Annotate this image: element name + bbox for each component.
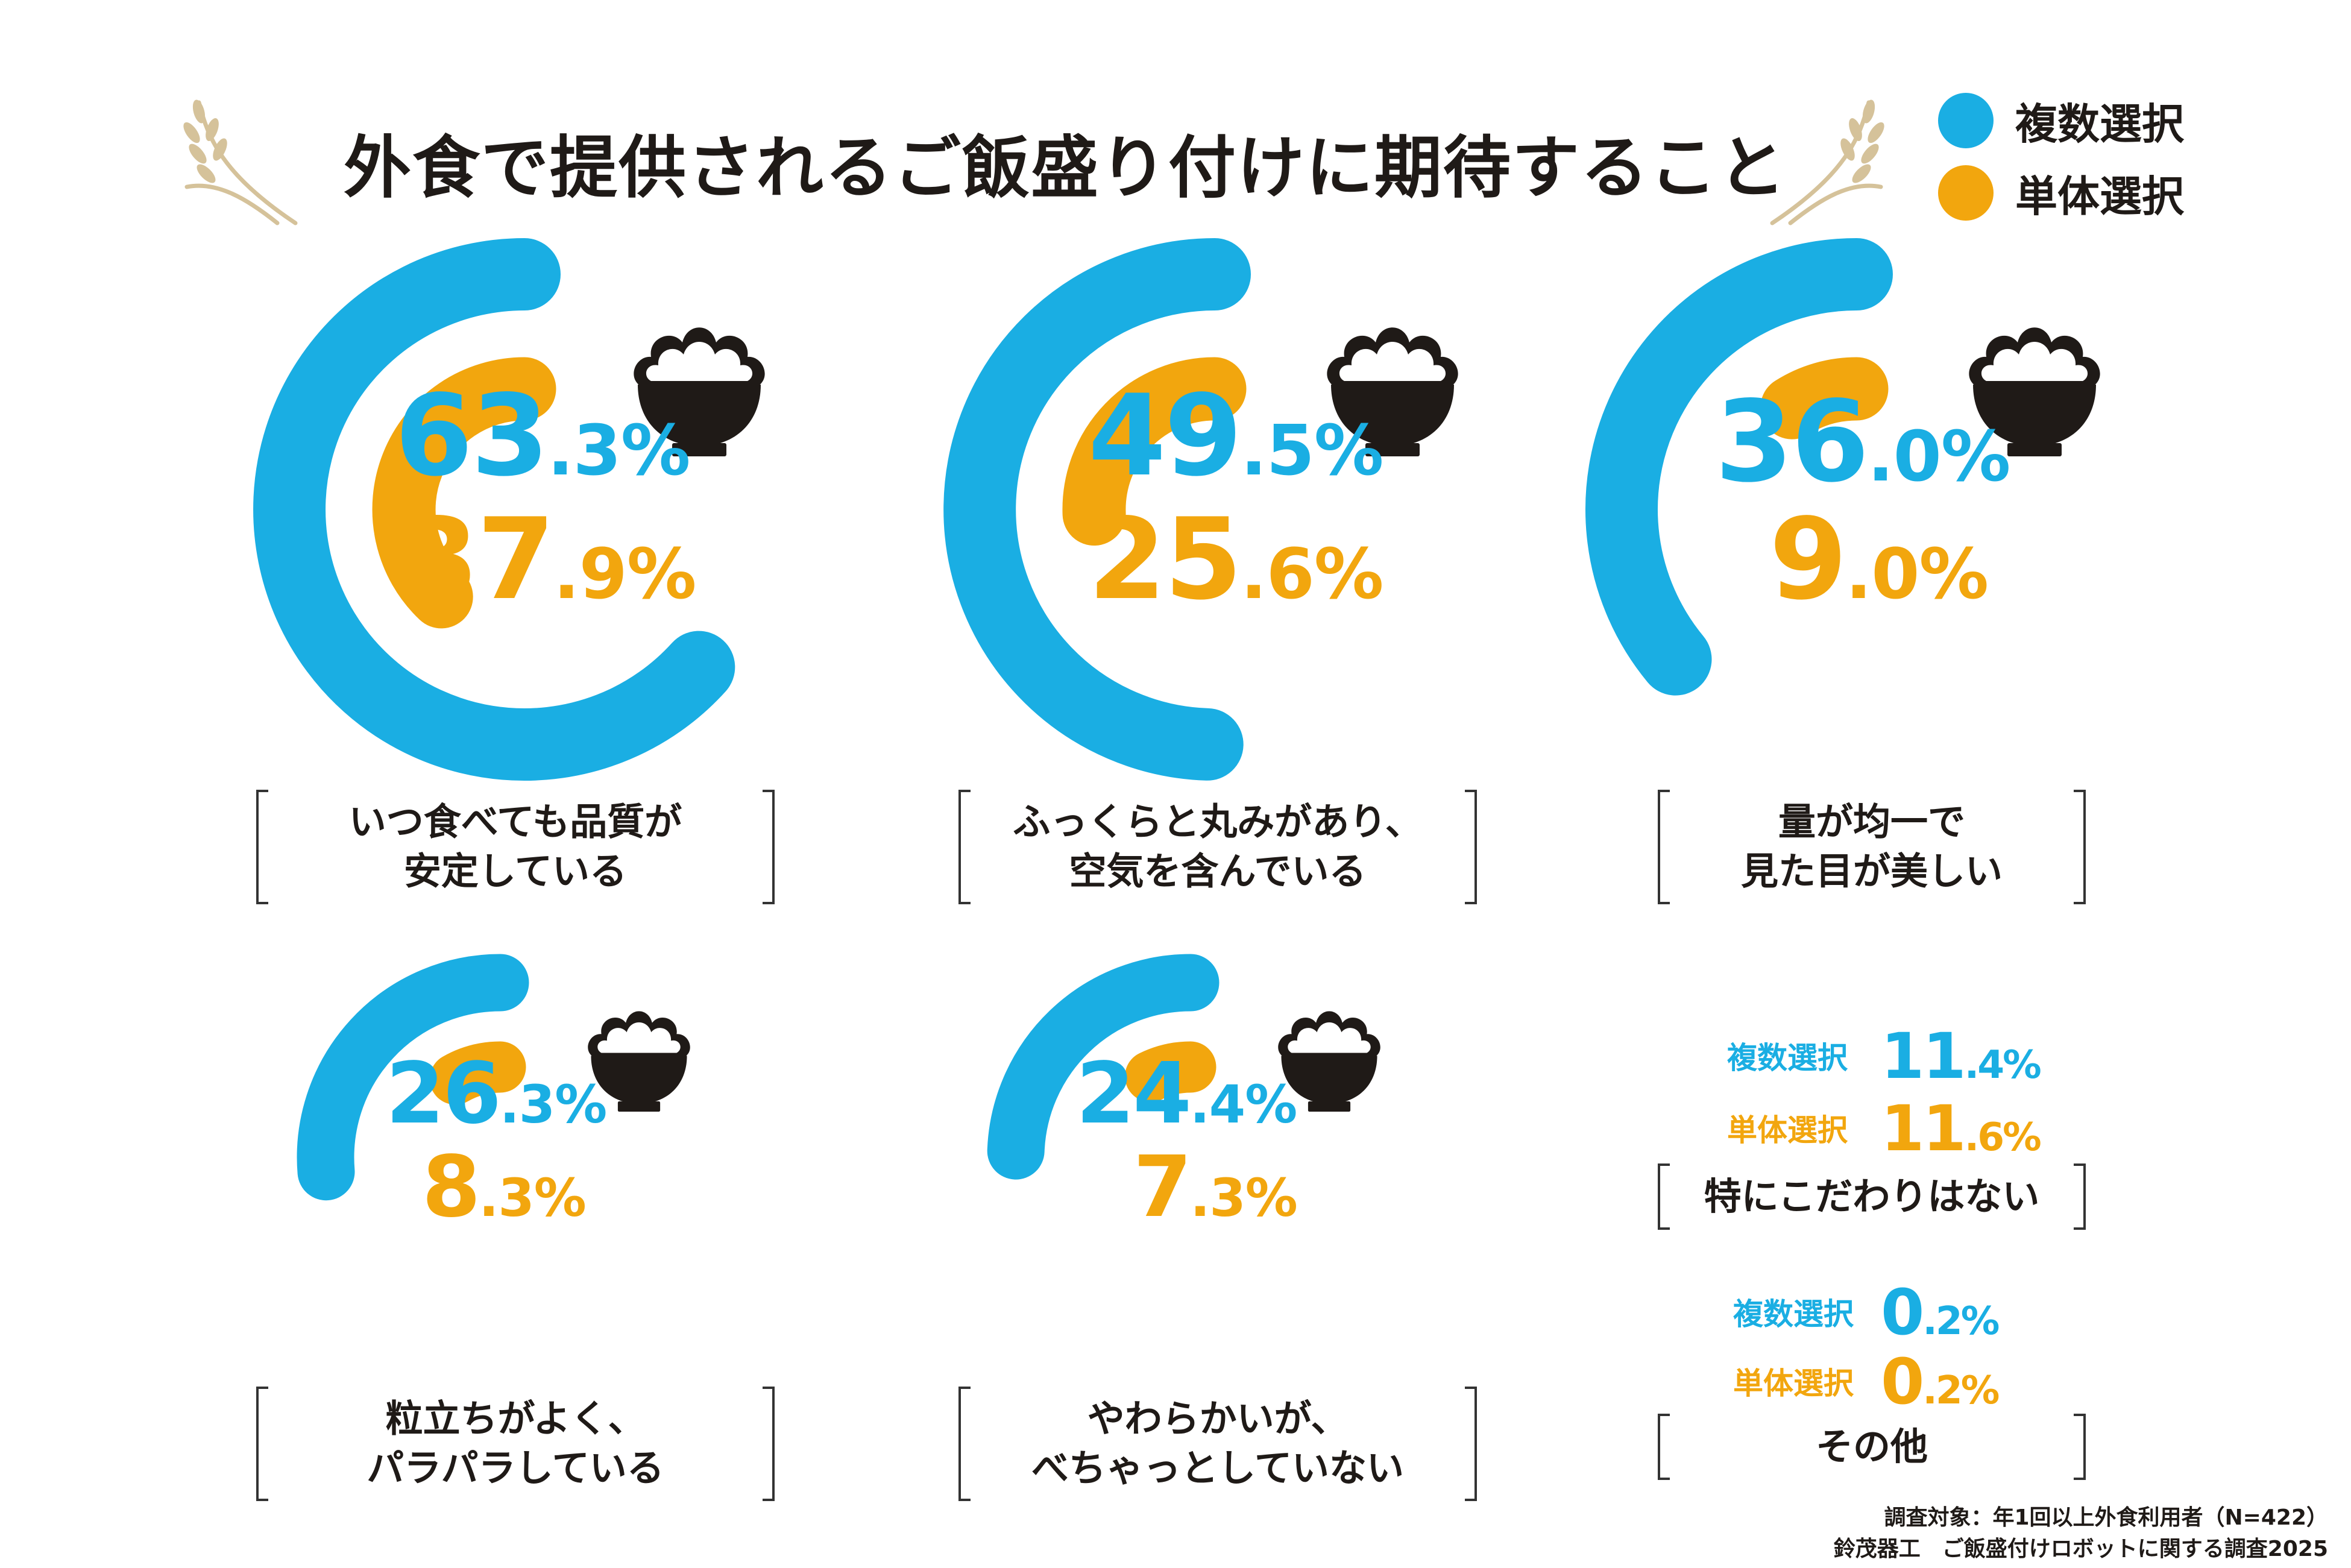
bracket-left: [256, 1387, 268, 1501]
bracket-right: [2074, 1414, 2086, 1480]
bracket-left: [1658, 790, 1670, 904]
other-0-single-label: 単体選択: [1727, 1113, 1848, 1148]
legend-single-label: 単体選択: [2015, 171, 2184, 221]
rice-bowl-icon: [634, 327, 765, 456]
rice-bowl-icon: [588, 1011, 690, 1112]
category-text: その他: [1815, 1424, 1928, 1469]
category-label-0: いつ食べても品質が 安定している: [256, 790, 775, 904]
category-label-2: 量が均一で 見た目が美しい: [1658, 790, 2086, 904]
category-text: 量が均一で 見た目が美しい: [1740, 799, 2003, 893]
category-label-3: 粒立ちがよく、 パラパラしている: [256, 1387, 775, 1501]
rice-bowl-icon: [1278, 1011, 1380, 1112]
legend-single: 単体選択: [1938, 160, 2184, 226]
other-1-single-value: 0.2%: [1881, 1345, 2000, 1418]
other-1-multi-value: 0.2%: [1881, 1276, 2000, 1349]
arc-multi-1: [943, 238, 1251, 781]
value-multi-4: 24.4%: [1076, 1045, 1297, 1143]
bracket-left: [958, 1387, 971, 1501]
bracket-right: [1465, 790, 1477, 904]
wheat-right-icon: [1770, 99, 1884, 225]
value-multi-2: 36.0%: [1715, 376, 2010, 507]
survey-source: 鈴茂器工 ご飯盛付けロボットに関する調査2025: [1833, 1537, 2328, 1561]
arc-single-4: [1125, 1041, 1216, 1102]
value-single-0: 37.9%: [401, 494, 696, 625]
survey-note: 調査対象：年1回以上外食利用者（N=422）: [1884, 1505, 2329, 1530]
category-label-1: ふっくらと丸みがあり、 空気を含んでいる: [958, 790, 1477, 904]
bracket-right: [763, 1387, 775, 1501]
value-single-3: 8.3%: [422, 1138, 587, 1236]
category-text: いつ食べても品質が 安定している: [348, 799, 682, 893]
legend-single-swatch: [1938, 165, 1994, 221]
category-text: 特にこだわりはない: [1704, 1174, 2040, 1218]
category-text: ふっくらと丸みがあり、 空気を含んでいる: [1013, 799, 1423, 893]
bracket-right: [2074, 790, 2086, 904]
bracket-left: [1658, 1414, 1670, 1480]
other-0-multi-value: 11.4%: [1881, 1019, 2042, 1093]
category-label-5: 特にこだわりはない: [1658, 1163, 2086, 1230]
category-text: 粒立ちがよく、 パラパラしている: [367, 1396, 664, 1490]
value-multi-3: 26.3%: [386, 1045, 607, 1143]
bracket-left: [256, 790, 268, 904]
value-multi-0: 63.3%: [395, 370, 690, 501]
arc-multi-4: [987, 954, 1220, 1180]
bracket-right: [1465, 1387, 1477, 1501]
arc-single-3: [429, 1041, 526, 1105]
wheat-left-icon: [183, 99, 298, 225]
other-0-single-value: 11.6%: [1881, 1092, 2042, 1165]
bracket-left: [1658, 1163, 1670, 1230]
arc-single-0: [372, 357, 556, 629]
bracket-right: [2074, 1163, 2086, 1230]
arc-multi-3: [297, 954, 529, 1201]
arc-single-1: [1062, 357, 1247, 546]
legend-multi-swatch: [1938, 93, 1994, 148]
value-single-2: 9.0%: [1769, 494, 1989, 625]
rice-bowl-icon: [1969, 327, 2100, 456]
arc-multi-0: [253, 238, 735, 781]
value-single-4: 7.3%: [1133, 1138, 1298, 1236]
bracket-left: [958, 790, 971, 904]
value-single-1: 25.6%: [1088, 494, 1383, 625]
legend-multi-label: 複数選択: [2015, 99, 2184, 149]
other-1-multi-label: 複数選択: [1733, 1297, 1854, 1332]
other-0-multi-label: 複数選択: [1727, 1041, 1848, 1075]
chart-title: 外食で提供されるご飯盛り付けに期待すること: [344, 129, 1787, 207]
legend-multi: 複数選択: [1938, 87, 2184, 154]
bracket-right: [763, 790, 775, 904]
category-text: やわらかいが、 べちゃっとしていない: [1031, 1396, 1405, 1490]
arc-multi-2: [1585, 238, 1893, 696]
rice-bowl-icon: [1327, 327, 1458, 456]
arc-single-2: [1760, 357, 1889, 439]
category-label-6: その他: [1658, 1414, 2086, 1480]
category-label-4: やわらかいが、 べちゃっとしていない: [958, 1387, 1477, 1501]
other-1-single-label: 単体選択: [1733, 1366, 1854, 1401]
value-multi-1: 49.5%: [1088, 370, 1383, 501]
